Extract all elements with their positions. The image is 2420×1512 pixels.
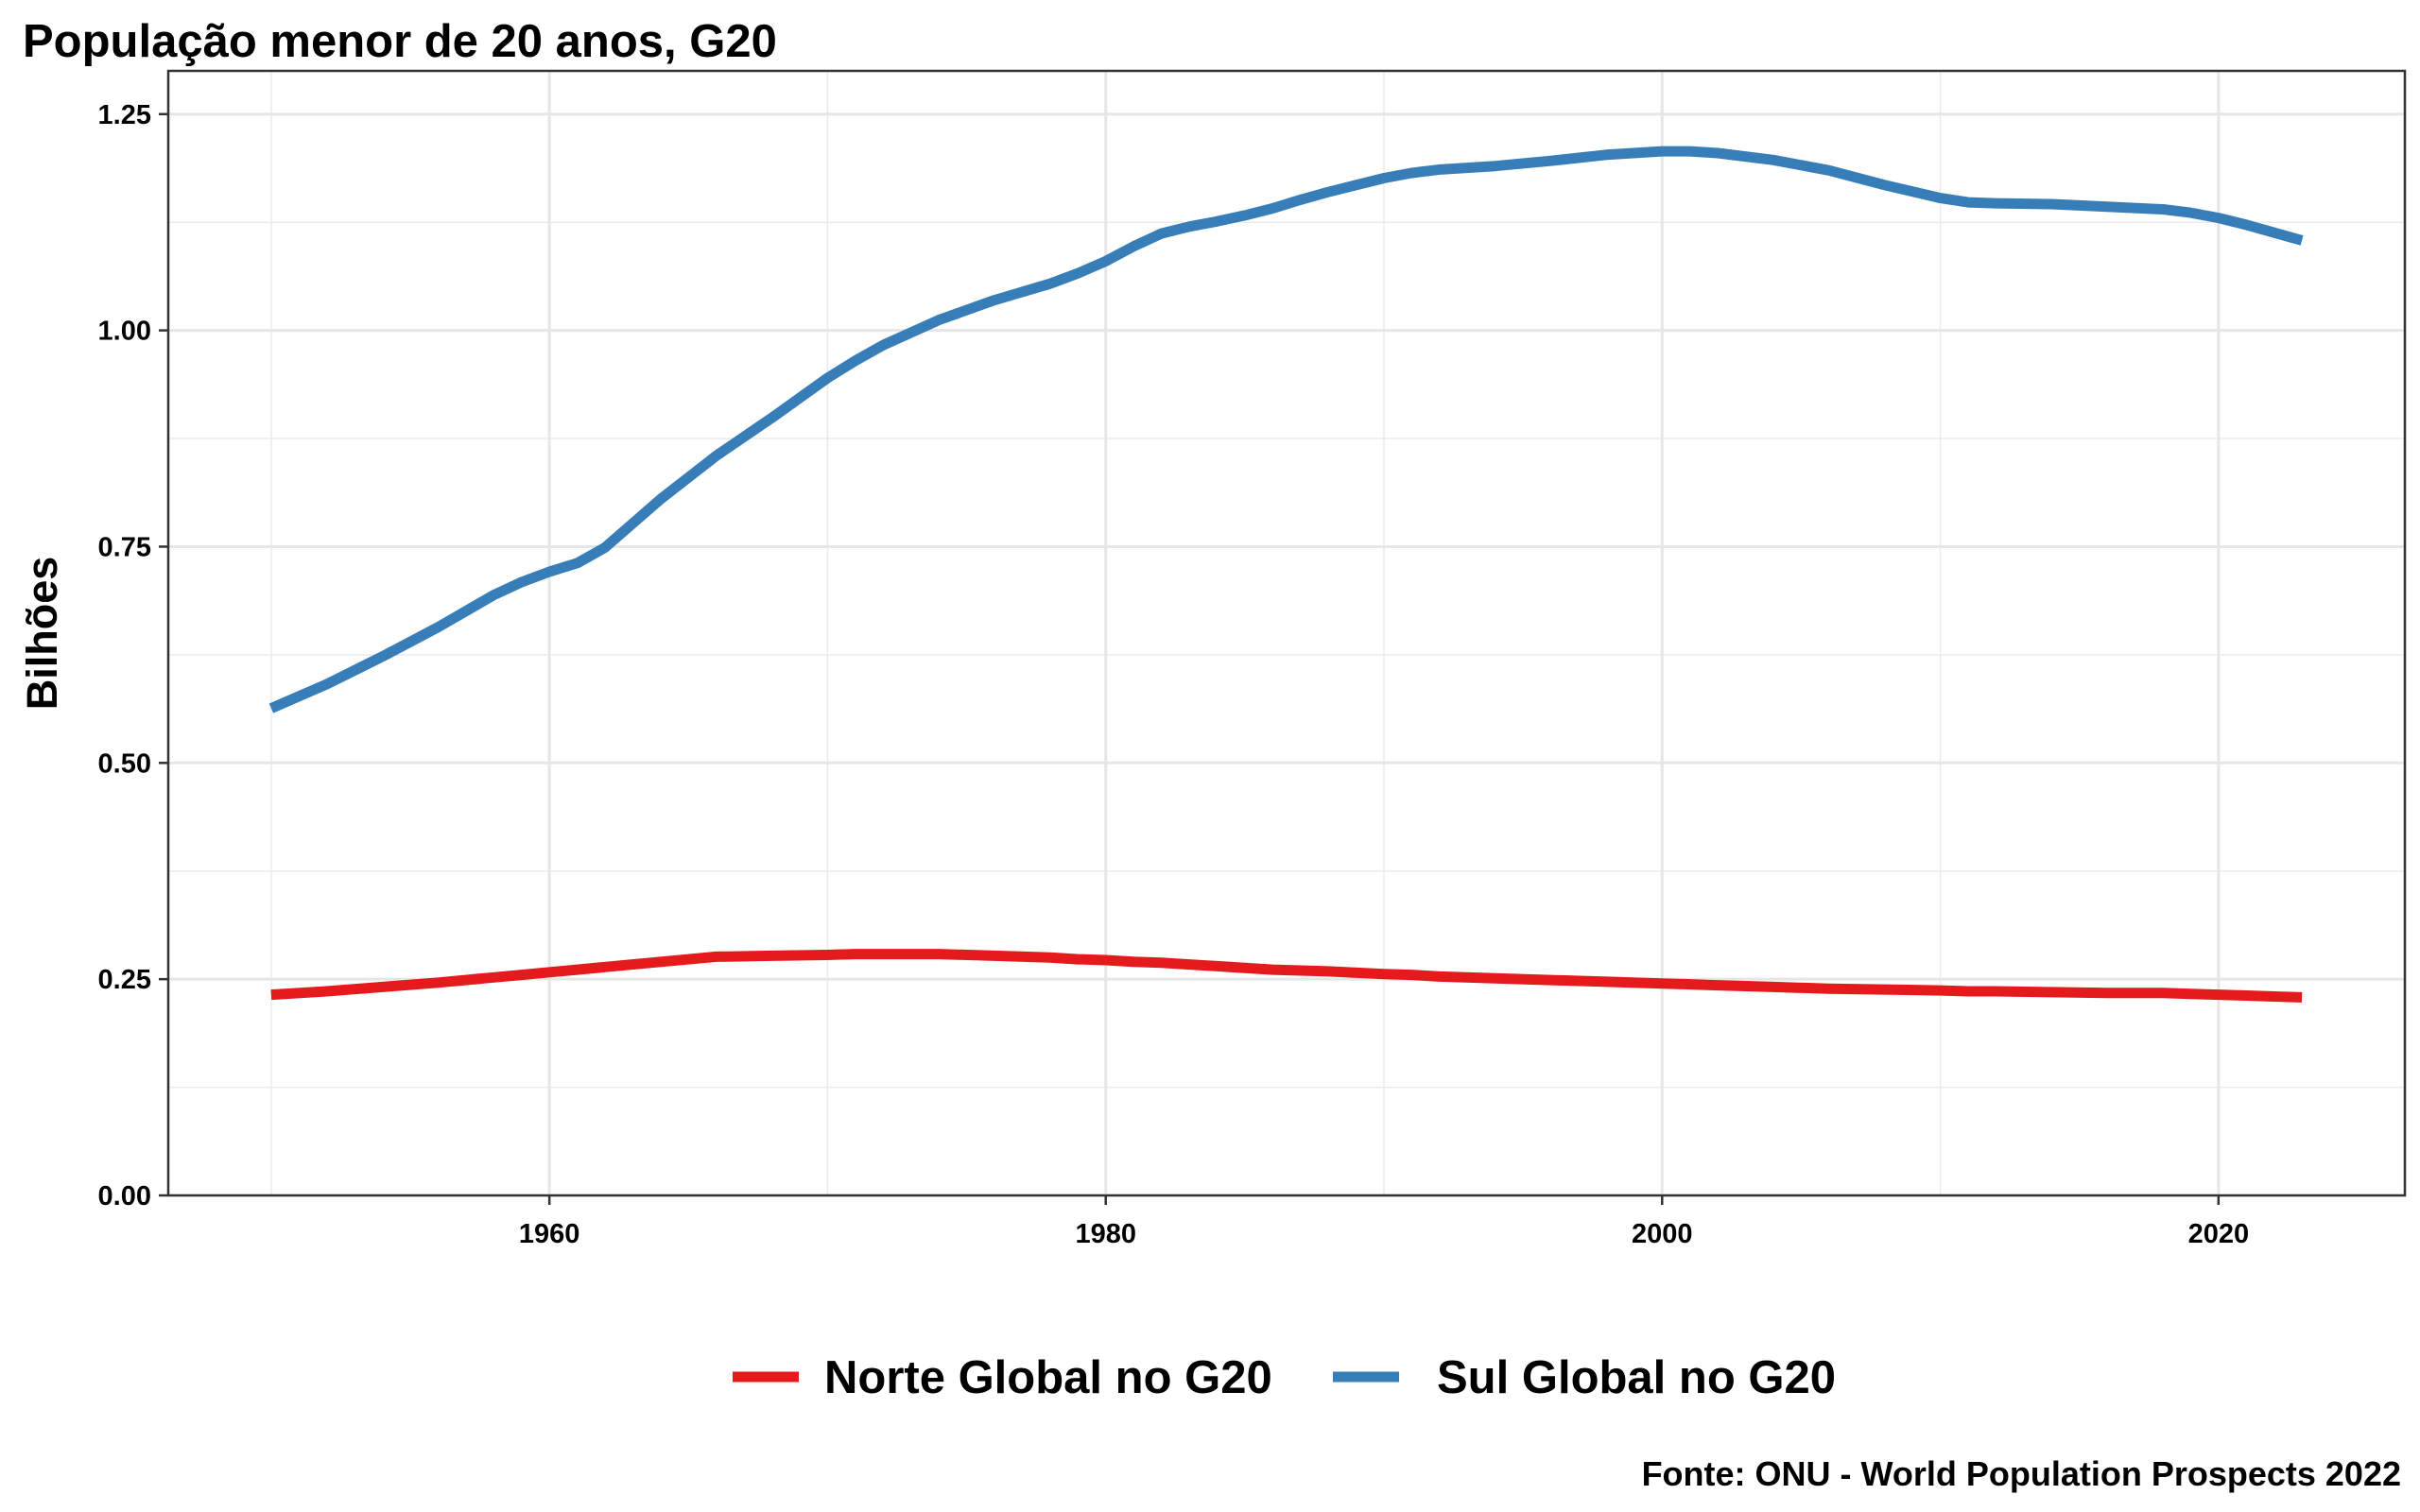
x-tick-label: 2020 (2188, 1219, 2250, 1249)
legend-label-1: Sul Global no G20 (1437, 1352, 1836, 1403)
series-line-norte-global (270, 949, 2303, 1003)
x-axis: 1960 1980 2000 2020 (519, 1195, 2249, 1249)
series-line-sul-global (268, 146, 2304, 713)
chart-title: População menor de 20 anos, G20 (23, 16, 777, 67)
legend-label-0: Norte Global no G20 (824, 1352, 1272, 1403)
y-tick-label: 0.00 (98, 1181, 151, 1211)
y-axis: 0.00 0.25 0.50 0.75 1.00 1.25 (98, 100, 168, 1211)
legend: Norte Global no G20 Sul Global no G20 (733, 1352, 1836, 1403)
x-tick-label: 1980 (1075, 1219, 1136, 1249)
source-caption: Fonte: ONU - World Population Prospects … (1642, 1454, 2401, 1493)
series-lines (268, 146, 2304, 1003)
y-tick-label: 0.75 (98, 532, 151, 562)
plot-border (166, 69, 2407, 1197)
y-tick-label: 1.25 (98, 100, 151, 130)
plot-panel (168, 71, 2405, 1195)
y-tick-label: 0.25 (98, 965, 151, 995)
y-tick-label: 0.50 (98, 748, 151, 779)
y-axis-title: Bilhões (18, 557, 66, 711)
x-tick-label: 2000 (1632, 1219, 1693, 1249)
x-tick-label: 1960 (519, 1219, 580, 1249)
y-tick-label: 1.00 (98, 317, 151, 347)
